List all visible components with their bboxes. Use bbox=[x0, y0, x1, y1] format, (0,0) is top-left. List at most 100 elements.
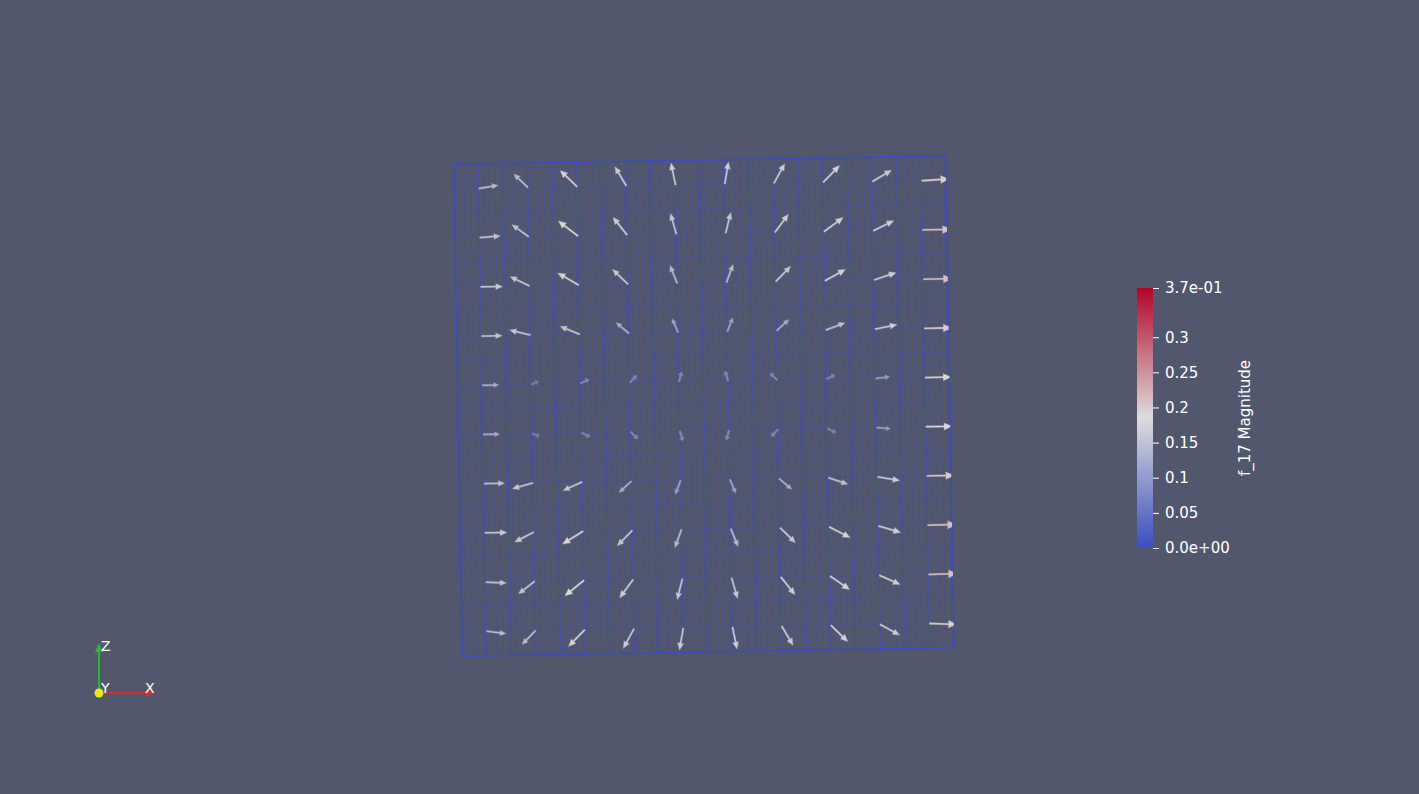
vector-arrow bbox=[560, 528, 585, 547]
vector-arrow bbox=[610, 215, 629, 237]
vector-arrow bbox=[728, 478, 738, 494]
mesh-line bbox=[456, 303, 948, 312]
glyphs bbox=[478, 157, 954, 654]
vector-arrow bbox=[479, 233, 501, 241]
mesh-line bbox=[460, 500, 952, 509]
vector-arrow bbox=[828, 524, 852, 541]
vector-arrow bbox=[615, 528, 635, 548]
vector-arrow bbox=[826, 426, 837, 435]
vector-arrow bbox=[620, 627, 636, 650]
tick: 0.05 bbox=[1153, 504, 1198, 522]
vector-arrow bbox=[562, 578, 586, 599]
plot-area bbox=[454, 156, 959, 657]
vector-arrow bbox=[614, 321, 630, 336]
color-bar-axis: 0.0e+00 0.05 0.1 0.15 0.2 0.25 0.3 3.7e-01 bbox=[1153, 279, 1230, 557]
orientation-label: X bbox=[145, 680, 155, 696]
vector-arrow bbox=[925, 373, 952, 381]
vector-arrow bbox=[617, 479, 633, 494]
tick-label: 0.0e+00 bbox=[1165, 539, 1230, 557]
vector-arrow bbox=[875, 374, 890, 381]
vector-arrow bbox=[770, 428, 781, 439]
vector-arrow bbox=[556, 270, 581, 288]
vector-arrow bbox=[612, 165, 629, 188]
color-bar-axis-line bbox=[1154, 289, 1160, 549]
tick-label: 0.15 bbox=[1165, 434, 1198, 452]
orientation-axes: XYZ bbox=[95, 638, 156, 698]
vector-arrow bbox=[872, 218, 896, 234]
plot-frame bbox=[454, 156, 955, 657]
vector-arrow bbox=[667, 264, 679, 284]
vector-arrow bbox=[617, 578, 636, 600]
vector-arrow bbox=[921, 175, 950, 185]
vector-arrow bbox=[779, 624, 796, 647]
tick-mark bbox=[1153, 337, 1159, 338]
vector-arrow bbox=[480, 283, 503, 290]
mesh-line bbox=[461, 598, 953, 607]
vector-arrow bbox=[520, 628, 538, 646]
vector-arrow bbox=[674, 578, 685, 601]
tick-mark bbox=[1153, 443, 1159, 444]
tick-mark bbox=[1153, 513, 1159, 514]
vector-arrow bbox=[821, 163, 842, 185]
vector-arrow bbox=[723, 211, 734, 234]
vector-arrow bbox=[778, 525, 798, 545]
vector-arrow bbox=[822, 215, 845, 235]
vector-arrow bbox=[481, 333, 502, 339]
mesh bbox=[454, 156, 955, 657]
vector-arrow bbox=[610, 267, 630, 287]
vector-arrow bbox=[777, 477, 793, 492]
mesh-line bbox=[458, 402, 950, 411]
vector-arrow bbox=[927, 520, 954, 529]
vector-arrow bbox=[531, 431, 540, 438]
vector-arrow bbox=[668, 162, 679, 186]
vector-arrow bbox=[773, 264, 793, 284]
vector-arrow bbox=[676, 627, 686, 651]
tick-mark bbox=[1153, 288, 1159, 289]
vector-arrow bbox=[530, 379, 539, 387]
tick: 0.3 bbox=[1153, 328, 1189, 346]
tick-mark bbox=[1153, 372, 1159, 373]
vector-arrow bbox=[511, 480, 534, 492]
vector-arrow bbox=[874, 321, 898, 332]
vector-arrow bbox=[873, 269, 897, 283]
tick-label: 0.05 bbox=[1165, 504, 1198, 522]
tick: 0.1 bbox=[1153, 469, 1189, 487]
vector-arrow bbox=[485, 529, 508, 536]
vector-arrow bbox=[768, 371, 779, 382]
tick-label: 0.3 bbox=[1165, 328, 1189, 346]
tick-mark bbox=[1153, 548, 1159, 549]
tick: 0.0e+00 bbox=[1153, 539, 1230, 557]
mesh-line bbox=[461, 549, 953, 558]
vector-arrow bbox=[723, 370, 731, 381]
vector-arrow bbox=[878, 572, 902, 587]
vector-arrow bbox=[558, 168, 580, 189]
vector-arrow bbox=[486, 628, 506, 636]
tick-label: 0.2 bbox=[1165, 399, 1189, 417]
vector-arrow bbox=[478, 183, 499, 192]
vector-arrow bbox=[672, 528, 684, 548]
vector-arrow bbox=[512, 172, 530, 190]
vector-arrow bbox=[828, 573, 852, 592]
vector-arrow bbox=[823, 266, 847, 283]
color-bar-title: f_17 Magnitude bbox=[1236, 360, 1255, 476]
color-bar: 0.0e+00 0.05 0.1 0.15 0.2 0.25 0.3 3.7e-01 f_17 … bbox=[1137, 279, 1255, 557]
vector-arrow bbox=[483, 432, 500, 437]
vector-arrow bbox=[673, 479, 683, 495]
axis-z-arrow bbox=[98, 649, 100, 693]
vector-arrow bbox=[926, 423, 953, 431]
canvas: 0.0e+00 0.05 0.1 0.15 0.2 0.25 0.3 3.7e-01 f_17 … bbox=[0, 0, 1419, 794]
vector-arrow bbox=[923, 275, 953, 284]
vector-arrow bbox=[628, 374, 639, 385]
vector-arrow bbox=[825, 373, 836, 382]
vector-arrow bbox=[728, 528, 740, 548]
vector-arrow bbox=[724, 430, 731, 441]
vector-arrow bbox=[484, 480, 505, 486]
tick-label: 0.25 bbox=[1165, 364, 1198, 382]
vector-arrow bbox=[677, 371, 684, 382]
vector-arrow bbox=[629, 430, 640, 441]
vector-arrow bbox=[827, 475, 849, 487]
vector-arrow bbox=[559, 323, 581, 337]
vector-arrow bbox=[729, 577, 741, 600]
tick: 3.7e-01 bbox=[1153, 279, 1223, 297]
vector-arrow bbox=[771, 162, 787, 185]
